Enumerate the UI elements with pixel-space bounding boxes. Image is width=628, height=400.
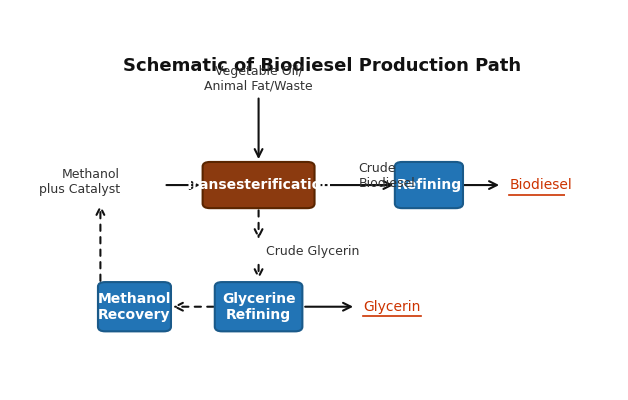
Text: Methanol
Recovery: Methanol Recovery: [98, 292, 171, 322]
Text: Vegetable Oil/
Animal Fat/Waste: Vegetable Oil/ Animal Fat/Waste: [204, 65, 313, 93]
Text: Crude
Biodiesel: Crude Biodiesel: [359, 162, 415, 190]
Text: Schematic of Biodiesel Production Path: Schematic of Biodiesel Production Path: [123, 57, 521, 75]
Text: Crude Glycerin: Crude Glycerin: [266, 245, 359, 258]
Text: Glycerine
Refining: Glycerine Refining: [222, 292, 295, 322]
Text: Glycerin: Glycerin: [363, 300, 421, 314]
FancyBboxPatch shape: [98, 282, 171, 331]
FancyBboxPatch shape: [203, 162, 315, 208]
FancyBboxPatch shape: [395, 162, 463, 208]
Text: Transesterification: Transesterification: [185, 178, 332, 192]
Text: Biodiesel: Biodiesel: [509, 178, 572, 192]
Text: Refining: Refining: [396, 178, 462, 192]
Text: Methanol
plus Catalyst: Methanol plus Catalyst: [39, 168, 120, 196]
FancyBboxPatch shape: [215, 282, 303, 331]
